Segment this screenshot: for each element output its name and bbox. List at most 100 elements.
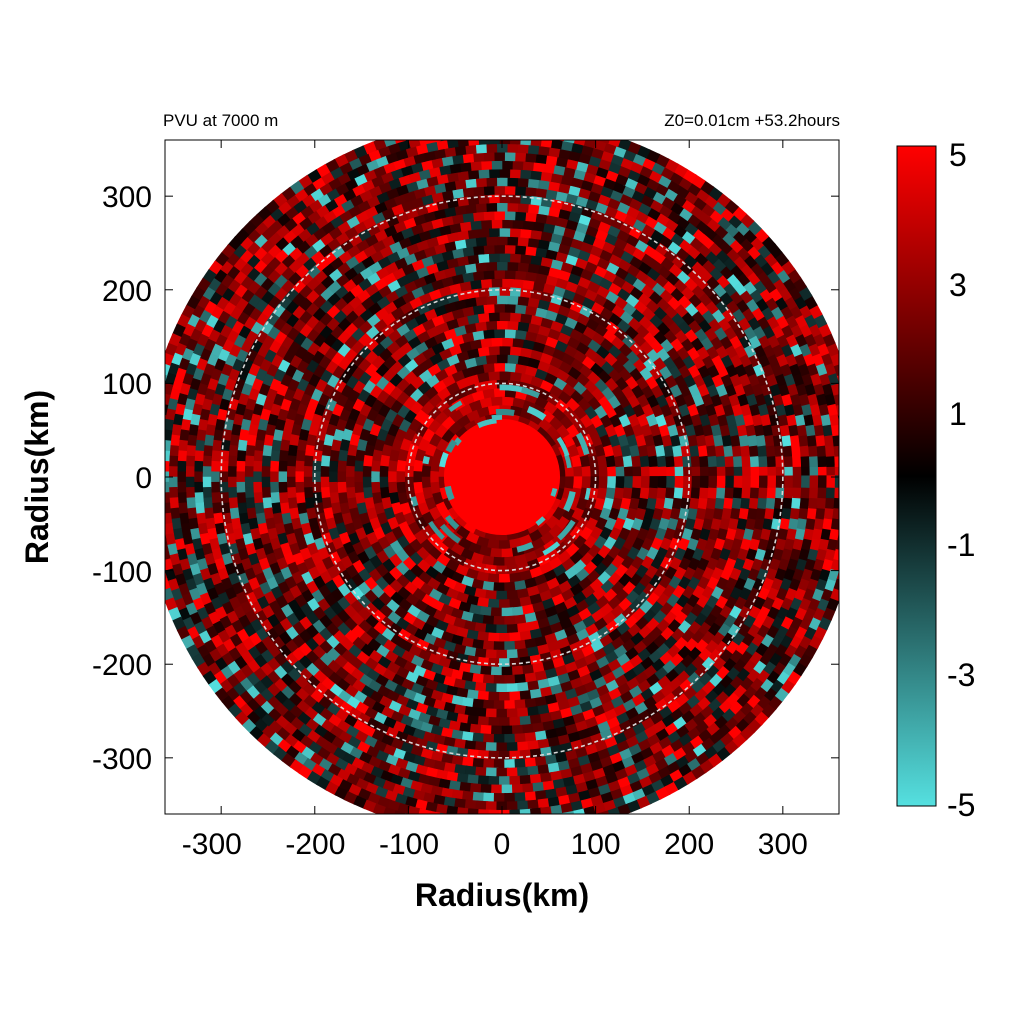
field-cell [682, 465, 693, 478]
colorbar [896, 145, 937, 807]
field-cell [741, 486, 752, 499]
field-cell [485, 649, 498, 660]
field-cell [850, 433, 860, 446]
field-cell [504, 674, 517, 685]
field-cell [809, 475, 820, 488]
field-cell [151, 477, 160, 489]
field-cell [294, 481, 305, 495]
field-cell [758, 464, 769, 478]
field-cell [184, 466, 195, 479]
field-cell [488, 716, 501, 727]
field-cell [154, 518, 165, 531]
field-cell [336, 471, 347, 484]
field-cell [260, 476, 271, 489]
field-cell [657, 476, 668, 489]
field-cell [496, 683, 509, 694]
field-cell [491, 725, 504, 736]
field-cell [503, 269, 516, 280]
field-cell [490, 126, 502, 135]
field-cell [483, 733, 496, 744]
field-cell [488, 809, 502, 814]
field-cell [429, 470, 439, 484]
field-cell [508, 193, 521, 204]
field-cell [492, 302, 506, 313]
field-cell [503, 185, 516, 195]
field-cell [144, 435, 154, 448]
field-cell [783, 485, 794, 499]
field-cell [808, 485, 820, 499]
field-cell [405, 813, 409, 814]
field-cell [496, 590, 509, 601]
field-cell [750, 464, 761, 478]
field-cell [151, 456, 160, 468]
field-cell [488, 632, 501, 643]
field-cell [851, 454, 861, 466]
x-tick-label: 100 [571, 828, 621, 861]
field-cell [817, 485, 828, 499]
field-cell [513, 185, 527, 196]
field-cell [243, 466, 254, 479]
field-cell [495, 118, 507, 127]
field-cell [666, 476, 677, 489]
x-tick-labels: -300 -200 -100 0 100 200 300 [182, 828, 808, 861]
field-cell [412, 470, 423, 484]
field-cell [504, 615, 517, 626]
field-cell [528, 825, 541, 835]
field-cell [496, 742, 509, 753]
field-cell [302, 476, 313, 489]
field-cell [476, 826, 488, 836]
field-cell [506, 682, 520, 694]
field-cell [143, 445, 153, 457]
field-cell [548, 822, 561, 833]
field-cell [311, 481, 322, 495]
field-cell [487, 286, 500, 297]
field-cell [523, 817, 536, 827]
field-cell [328, 460, 339, 473]
field-cell [844, 402, 855, 415]
field-cell [503, 151, 516, 162]
field-cell [493, 734, 507, 744]
field-cell [145, 424, 155, 437]
field-cell [152, 445, 162, 457]
field-cell [497, 140, 511, 145]
field-cell [561, 140, 575, 144]
field-cell [742, 465, 752, 478]
field-cell [493, 700, 506, 711]
field-cell [848, 423, 858, 436]
field-cell [842, 392, 853, 406]
field-cell [766, 485, 777, 499]
field-cell [843, 486, 852, 498]
field-cell [501, 607, 514, 618]
field-cell [699, 465, 710, 478]
field-cell [227, 455, 238, 469]
field-cell [573, 476, 584, 489]
field-cell [708, 475, 719, 489]
field-cell [666, 465, 677, 478]
x-tick-label: 300 [758, 828, 808, 861]
field-cell [841, 507, 851, 520]
field-cell [835, 536, 839, 550]
field-cell [767, 475, 778, 488]
field-cell [557, 122, 570, 133]
field-cell [526, 119, 539, 129]
colorbar-label: 3 [949, 267, 967, 303]
field-cell [691, 465, 702, 478]
field-cell [516, 118, 528, 128]
field-cell [503, 328, 517, 339]
field-cell [767, 464, 778, 478]
field-cell [506, 294, 519, 305]
field-cell [674, 475, 685, 489]
field-cell [842, 547, 853, 560]
field-cell [837, 531, 839, 540]
field-cell [498, 345, 511, 355]
field-cell [485, 742, 499, 753]
field-cell [493, 582, 506, 593]
field-cell [449, 815, 462, 825]
field-cell [176, 471, 186, 484]
field-cell [144, 498, 154, 510]
field-cell [201, 466, 212, 479]
field-cell [508, 252, 522, 263]
field-cell [498, 632, 512, 643]
field-cell [512, 818, 524, 828]
